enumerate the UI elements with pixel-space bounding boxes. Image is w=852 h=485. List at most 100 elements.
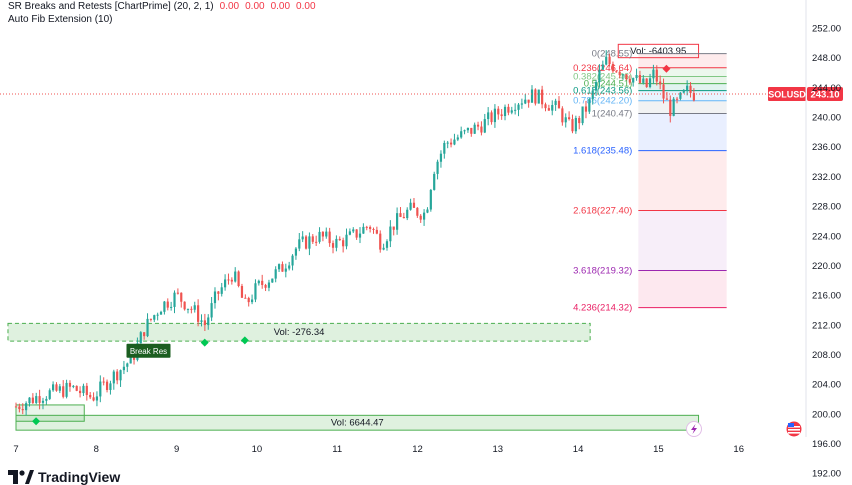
candle-body [453, 139, 456, 145]
candle-body [315, 241, 318, 243]
candle-body [689, 85, 692, 94]
candle-body [217, 291, 220, 294]
candle-body [126, 363, 129, 367]
y-tick-label: 224.00 [812, 231, 841, 242]
candle-body [95, 396, 99, 401]
candle-body [200, 320, 203, 322]
candle-body [682, 89, 685, 93]
candle-body [186, 308, 190, 310]
candle-body [591, 90, 594, 100]
candle-body [635, 75, 638, 79]
candle-body [224, 279, 227, 288]
candle-body [456, 137, 459, 140]
candle-body [527, 99, 530, 103]
symbol-tag-bg[interactable] [768, 87, 806, 102]
candle-body [385, 241, 389, 248]
candle-body [520, 103, 523, 105]
candle-body [52, 384, 55, 391]
candle-body [82, 385, 85, 394]
candle-body [247, 298, 250, 303]
fib-band [638, 210, 727, 271]
fib-layer: 0(248.55)0.236(246.64)0.382(245.46)0.5(2… [573, 49, 727, 314]
fib-label: 3.618(219.32) [573, 265, 632, 276]
fib-label: 1.618(235.48) [573, 146, 632, 157]
candle-body [412, 202, 416, 208]
price-tag-bg[interactable] [807, 87, 843, 102]
candle-body [325, 231, 328, 237]
y-axis[interactable]: 252.00 248.00 244.00 240.00 236.00 232.00 228.… [812, 24, 841, 480]
candle-body [45, 398, 48, 401]
candle-body [352, 229, 355, 232]
break-label-bg [126, 343, 171, 358]
candle-body [78, 390, 82, 394]
sr-zone [7, 322, 591, 342]
candle-body [611, 63, 615, 72]
candle-body [149, 318, 153, 320]
candle-body [288, 265, 291, 269]
candle-body [669, 99, 672, 116]
y-tick-label: 220.00 [812, 261, 841, 272]
y-tick-label: 216.00 [812, 291, 841, 302]
candle-body [129, 353, 132, 364]
fib-label: 0(248.55) [592, 49, 633, 60]
fib-band [638, 83, 727, 91]
candle-body [25, 403, 28, 411]
candle-body [662, 84, 665, 99]
fib-band [638, 100, 727, 114]
price-tag-label[interactable]: 243.10 [810, 90, 839, 101]
fib-band [638, 90, 727, 101]
y-tick-label: 240.00 [812, 113, 841, 124]
candle-body [190, 308, 193, 310]
retest-diamond [200, 338, 209, 347]
lightning-icon[interactable] [686, 421, 702, 437]
sr-zone-small [15, 404, 85, 422]
x-axis[interactable]: 7 8 9 10 11 12 13 14 15 16 [13, 444, 744, 455]
candle-body [365, 226, 368, 228]
candle-body [48, 390, 51, 399]
candle-body [257, 280, 260, 284]
candle-body [665, 98, 669, 100]
candle-body [594, 81, 598, 91]
candle-body [480, 126, 483, 133]
legend-row-fib[interactable]: Auto Fib Extension (10) [8, 13, 316, 26]
candle-body [170, 306, 173, 308]
x-tick-label: 9 [174, 444, 179, 455]
candle-body [244, 297, 247, 299]
candle-body [544, 104, 547, 109]
candle-body [574, 117, 577, 132]
candle-body [28, 397, 31, 404]
legend-row-sr[interactable]: SR Breaks and Retests [ChartPrime] (20, … [8, 0, 316, 13]
candle-body [628, 79, 631, 83]
y-tick-label: 192.00 [812, 469, 841, 480]
candle-body [284, 268, 287, 272]
symbol-tag-label[interactable]: SOLUSD [768, 90, 806, 100]
candle-body [271, 278, 274, 283]
retest-diamond-red [662, 64, 671, 73]
candle-body [433, 173, 436, 190]
candle-body [58, 386, 61, 391]
candle-body [466, 127, 470, 131]
candle-body [18, 406, 21, 410]
candle-body [419, 215, 422, 220]
candle-body [159, 311, 163, 315]
y-tick-label: 204.00 [812, 380, 841, 391]
candle-body [143, 332, 146, 337]
candle-body [348, 231, 351, 235]
flag-icon[interactable] [786, 421, 802, 437]
sr-zone-label: Vol: -6403.95 [630, 46, 686, 57]
brand-footer[interactable]: TradingView [8, 468, 120, 485]
candle-body [21, 409, 24, 411]
candle-body [318, 231, 321, 242]
candle-body [537, 89, 540, 104]
candle-body [92, 397, 95, 401]
candle-body [396, 213, 399, 230]
markers-layer: SOLUSD 243.10 Break Res [0, 64, 843, 426]
candle-body [156, 314, 159, 316]
x-tick-label: 7 [13, 444, 18, 455]
candle-body [571, 119, 574, 132]
legend-sr-value-2: 0.00 [245, 1, 265, 12]
candle-body [524, 99, 527, 104]
fib-band [638, 270, 727, 308]
y-tick-label: 228.00 [812, 202, 841, 213]
